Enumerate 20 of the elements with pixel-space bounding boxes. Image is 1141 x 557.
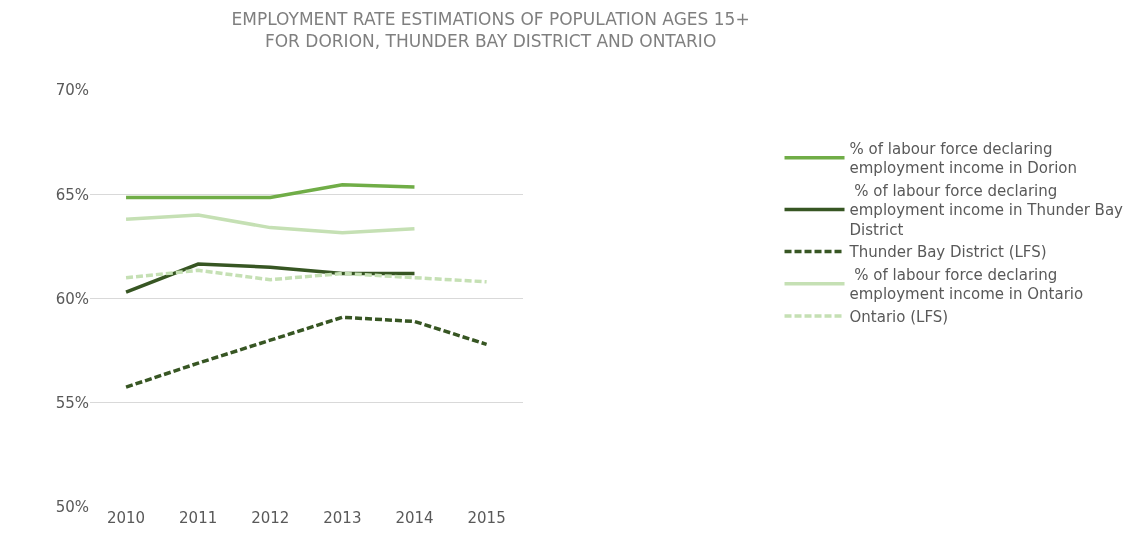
x-tick-label: 2015 bbox=[467, 509, 506, 527]
x-tick-label: 2012 bbox=[251, 509, 290, 527]
x-tick-label: 2010 bbox=[106, 509, 146, 527]
line-series bbox=[124, 213, 417, 235]
legend-label: % of labour force declaring employment income in Ontario bbox=[849, 265, 1084, 304]
y-tick-label: 70% bbox=[55, 81, 89, 100]
x-tick-label: 2014 bbox=[395, 509, 434, 527]
chart-title: EMPLOYMENT RATE ESTIMATIONS OF POPULATION AGES 15+ FOR DORION, THUNDER BAY DISTRICT AND ONTARIO bbox=[231, 9, 750, 52]
x-tick-label: 2011 bbox=[179, 509, 218, 527]
legend-label: Ontario (LFS) bbox=[849, 307, 949, 326]
legend-label: Thunder Bay District (LFS) bbox=[848, 243, 1047, 262]
x-tick-label: 2013 bbox=[323, 509, 362, 527]
y-tick-label: 50% bbox=[55, 498, 89, 517]
y-tick-label: 65% bbox=[55, 185, 89, 204]
legend-label: % of labour force declaring employment income in Thunder Bay District bbox=[849, 181, 1124, 239]
line-series bbox=[124, 315, 489, 389]
y-tick-label: 60% bbox=[55, 289, 89, 308]
legend-label: % of labour force declaring employment income in Dorion bbox=[849, 139, 1077, 178]
line-series bbox=[124, 268, 489, 284]
y-tick-label: 55% bbox=[55, 394, 89, 412]
